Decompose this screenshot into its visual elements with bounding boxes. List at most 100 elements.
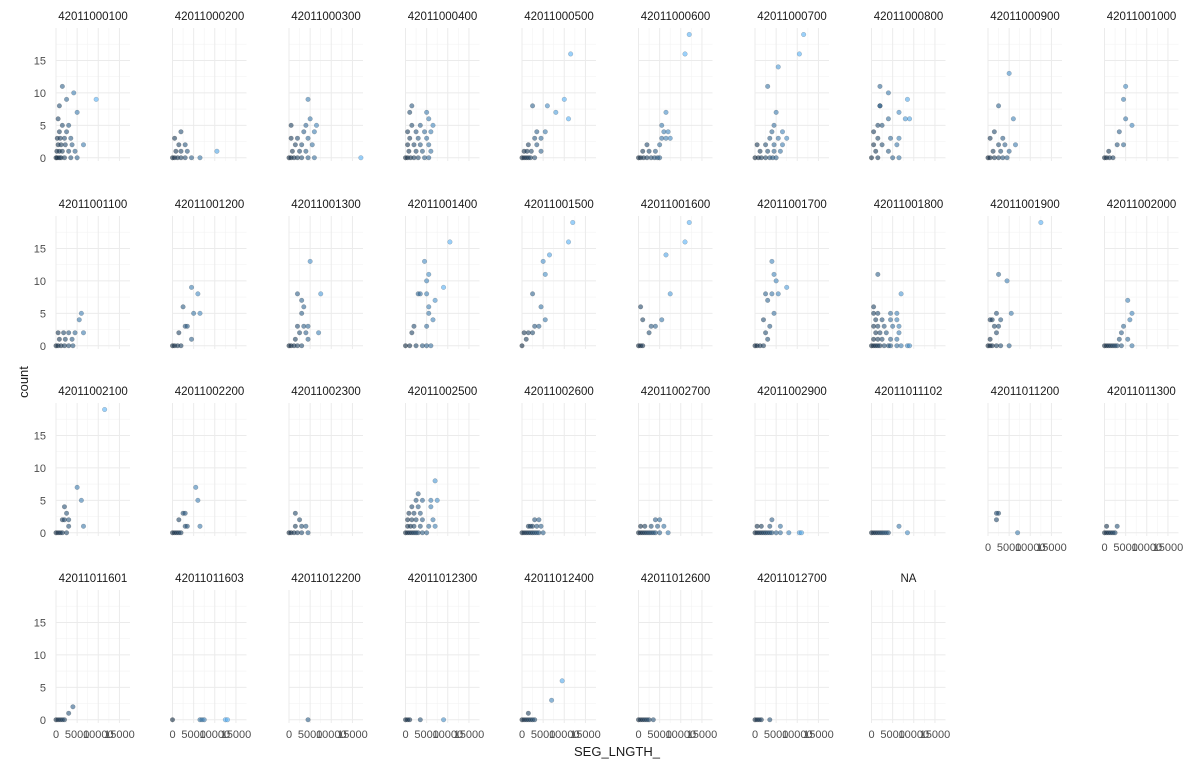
data-point [407,343,413,349]
data-point [773,278,779,284]
data-point [318,291,324,297]
facet-strip-label: 42011001600 [641,199,711,211]
x-tick-label: 0 [1101,542,1107,554]
data-point [881,323,887,329]
data-point [894,310,900,316]
facet-strip-label: 42011001100 [59,199,128,211]
data-point [424,135,430,141]
data-point [72,330,78,336]
data-point [779,142,786,148]
data-point [885,116,891,122]
data-point [763,155,769,161]
data-point [875,135,881,141]
data-point [536,530,542,536]
x-tick-label: 5000 [997,542,1021,554]
data-point [1012,142,1019,148]
facet-strip-label: NA [901,573,917,585]
data-point [188,336,195,342]
data-point [297,148,303,154]
data-point [441,717,447,723]
data-point [197,155,203,161]
data-point [1114,142,1120,148]
facet-panel: 42011002100 0 5 10 15 [34,386,130,540]
data-point [991,155,997,161]
data-point [525,330,531,336]
data-point [890,323,896,329]
data-point [777,530,783,536]
data-point [779,129,786,135]
data-point [66,517,72,523]
data-point [424,291,430,297]
x-tick-label: 10000 [898,729,929,741]
data-point [176,142,182,148]
data-point [987,155,993,161]
data-point [887,310,894,316]
data-point [771,122,777,128]
data-point [565,116,572,122]
data-point [61,135,68,141]
data-point [758,155,764,161]
data-point [873,148,879,154]
facet-panel: 42011001600 [635,199,713,349]
data-point [1000,155,1006,161]
facet-panel: 42011000900 [985,11,1062,161]
data-point [56,103,62,109]
data-point [546,252,553,258]
data-point [769,258,775,264]
data-point [542,271,548,277]
facet-panel: 42011002000 [1101,199,1179,349]
y-tick-label: 15 [34,243,46,255]
data-point [432,478,438,484]
data-point [289,148,295,154]
data-point [1112,530,1118,536]
data-point [299,523,305,529]
data-point [71,90,77,96]
facet-strip-label: 42011012600 [641,573,711,585]
data-point [292,510,298,516]
x-tick-label: 15000 [454,729,485,741]
data-point [760,317,767,323]
data-point [426,310,432,316]
y-tick-label: 5 [40,495,46,507]
data-point [686,31,692,38]
data-point [173,148,179,154]
y-tick-label: 5 [40,682,46,694]
data-point [428,504,434,510]
data-point [430,122,436,128]
data-point [421,258,428,264]
data-point [288,122,294,128]
data-point [542,317,548,323]
data-point [57,135,63,141]
data-point [652,323,658,329]
data-point [767,323,773,329]
data-point [871,310,877,316]
data-point [993,330,1000,336]
data-point [536,323,542,329]
x-tick-label: 15000 [104,729,135,741]
data-point [553,109,559,115]
data-point [871,304,877,310]
data-point [303,330,309,336]
data-point [307,258,313,264]
data-point [996,142,1002,148]
facet-strip-label: 42011001400 [408,199,478,211]
data-point [55,116,61,122]
data-point [214,148,220,154]
x-tick-label: 15000 [337,729,368,741]
data-point [1123,83,1129,89]
data-point [301,323,307,329]
data-point [405,129,411,135]
data-point [406,148,412,154]
data-point [993,517,1000,523]
data-point [532,323,538,329]
data-point [767,523,773,529]
data-point [993,510,1000,516]
data-point [415,155,421,161]
data-point [875,155,881,161]
data-point [432,297,438,303]
x-tick-label: 0 [635,729,641,741]
facet-strip-label: 42011000700 [757,11,827,23]
data-point [646,148,652,154]
